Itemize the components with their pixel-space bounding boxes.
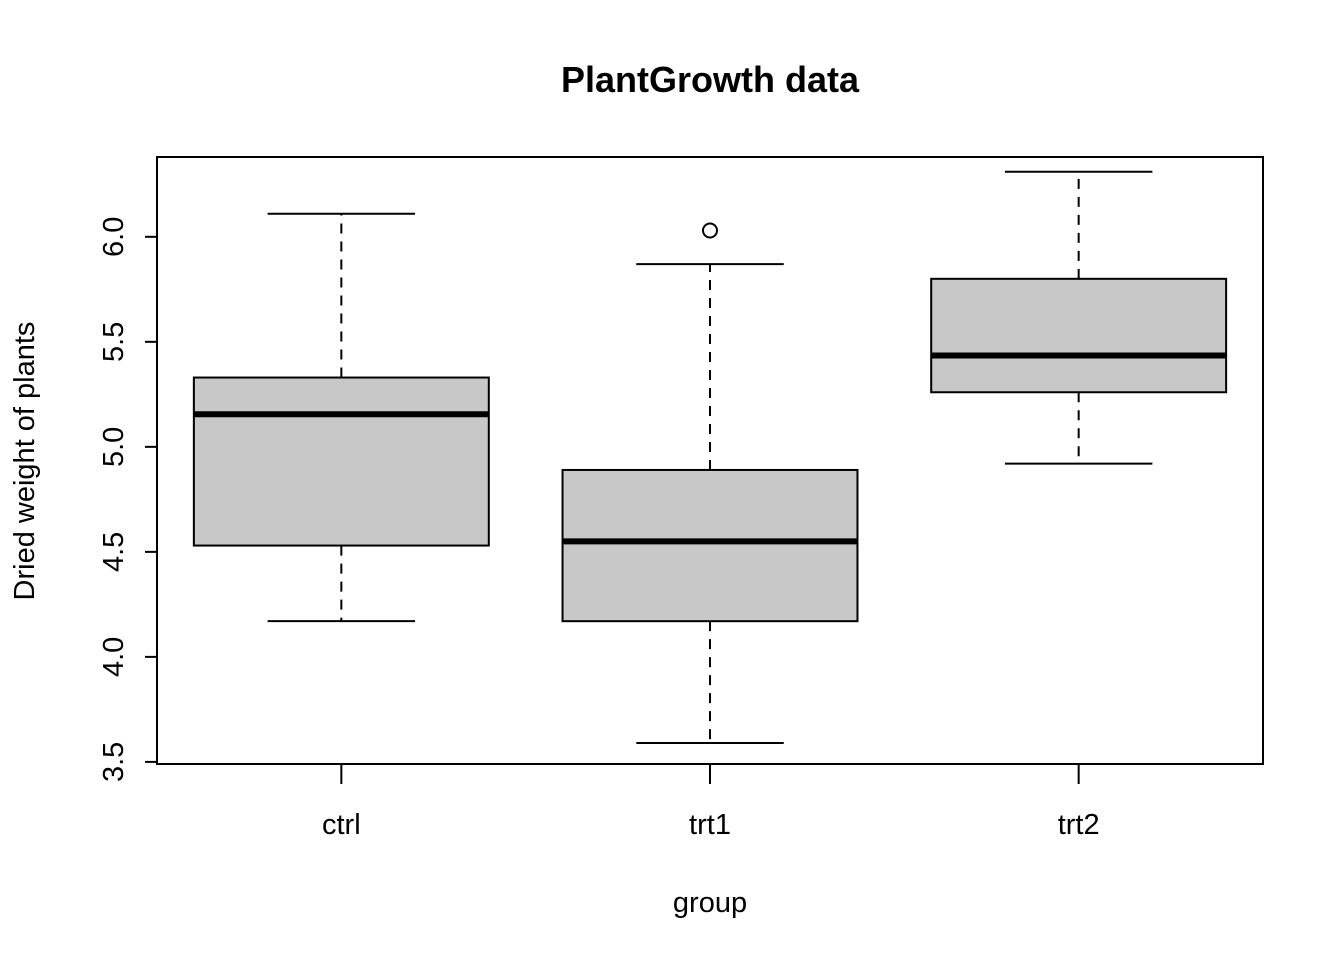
x-tick-label: trt1 xyxy=(689,809,731,841)
y-axis-label: Dried weight of plants xyxy=(9,322,41,601)
y-tick-label: 6.0 xyxy=(98,217,130,257)
chart-marks: 3.5 4.0 4.5 5.0 5.5 6.0 ctrl trt1 trt2 xyxy=(98,170,1228,841)
x-tick-label: ctrl xyxy=(322,809,361,841)
box-trt1 xyxy=(561,468,859,623)
box-ctrl xyxy=(192,376,490,547)
x-tick-label: trt2 xyxy=(1058,809,1100,841)
y-tick-label: 5.0 xyxy=(98,427,130,467)
y-tick-label: 3.5 xyxy=(98,742,130,782)
chart-title: PlantGrowth data xyxy=(561,59,860,100)
y-tick-label: 5.5 xyxy=(98,322,130,362)
x-axis-label: group xyxy=(673,887,747,919)
outlier-point xyxy=(702,222,718,239)
y-tick-label: 4.5 xyxy=(98,532,130,572)
box-trt2 xyxy=(930,277,1228,394)
y-tick-label: 4.0 xyxy=(98,637,130,677)
